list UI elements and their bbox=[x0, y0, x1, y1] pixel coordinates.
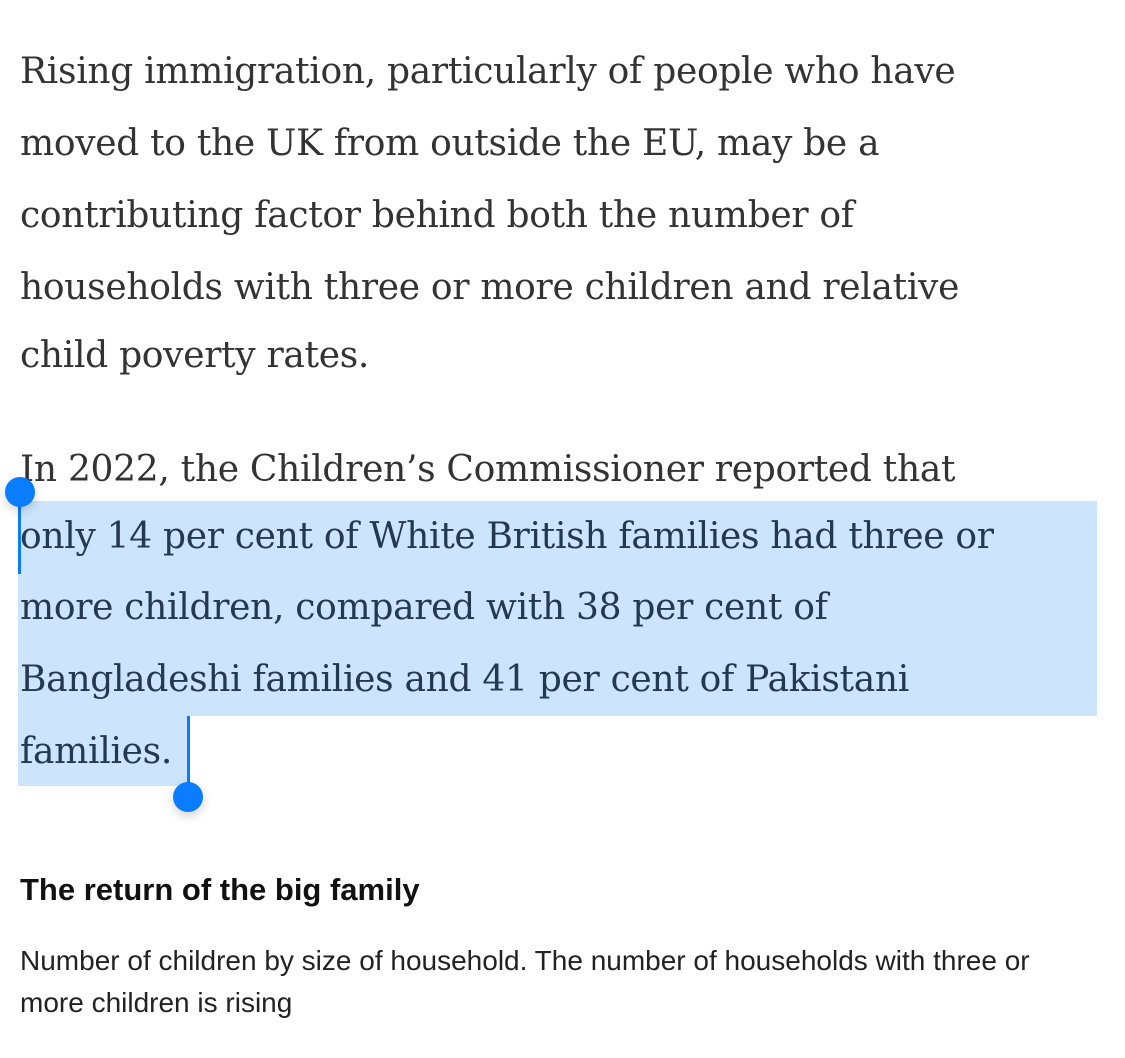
text-line: households with three or more children a… bbox=[20, 267, 960, 308]
text-line: Rising immigration, particularly of peop… bbox=[20, 51, 956, 92]
selection-start-knob[interactable] bbox=[5, 477, 35, 507]
selected-text-line[interactable]: only 14 per cent of White British famili… bbox=[18, 501, 1097, 572]
selected-text-line[interactable]: more children, compared with 38 per cent… bbox=[18, 572, 1097, 644]
text-line: contributing factor behind both the numb… bbox=[20, 195, 854, 236]
chart-subtitle: Number of children by size of household.… bbox=[20, 945, 1030, 1018]
selection-end-bar[interactable] bbox=[187, 716, 190, 788]
text-line: moved to the UK from outside the EU, may… bbox=[20, 123, 880, 164]
selection-start-bar[interactable] bbox=[18, 490, 21, 574]
selected-text-line[interactable]: Bangladeshi families and 41 per cent of … bbox=[18, 644, 1097, 716]
chart-title: The return of the big family bbox=[20, 872, 420, 907]
selected-text-line[interactable]: families. bbox=[18, 716, 188, 786]
selection-end-knob[interactable] bbox=[173, 782, 203, 812]
text-line: In 2022, the Children’s Commissioner rep… bbox=[20, 449, 956, 490]
text-line: child poverty rates. bbox=[20, 335, 370, 376]
